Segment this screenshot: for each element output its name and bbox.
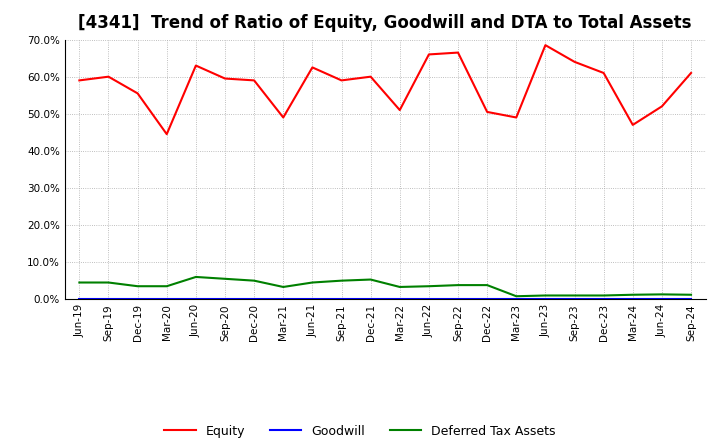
Equity (629, 122, 637, 128)
Goodwill (657, 297, 666, 302)
Equity (220, 76, 229, 81)
Deferred Tax Assets (425, 284, 433, 289)
Deferred Tax Assets (163, 284, 171, 289)
Deferred Tax Assets (279, 284, 287, 290)
Equity (599, 70, 608, 76)
Goodwill (308, 297, 317, 302)
Goodwill (425, 297, 433, 302)
Goodwill (192, 297, 200, 302)
Equity (104, 74, 113, 79)
Goodwill (250, 297, 258, 302)
Equity (512, 115, 521, 120)
Goodwill (483, 297, 492, 302)
Equity (337, 78, 346, 83)
Equity (541, 43, 550, 48)
Deferred Tax Assets (192, 274, 200, 279)
Goodwill (599, 297, 608, 302)
Equity (395, 107, 404, 113)
Goodwill (687, 297, 696, 302)
Line: Deferred Tax Assets: Deferred Tax Assets (79, 277, 691, 296)
Deferred Tax Assets (250, 278, 258, 283)
Goodwill (220, 297, 229, 302)
Goodwill (512, 297, 521, 302)
Deferred Tax Assets (483, 282, 492, 288)
Deferred Tax Assets (541, 293, 550, 298)
Goodwill (279, 297, 287, 302)
Goodwill (541, 297, 550, 302)
Goodwill (570, 297, 579, 302)
Equity (192, 63, 200, 68)
Title: [4341]  Trend of Ratio of Equity, Goodwill and DTA to Total Assets: [4341] Trend of Ratio of Equity, Goodwil… (78, 15, 692, 33)
Deferred Tax Assets (629, 292, 637, 297)
Deferred Tax Assets (599, 293, 608, 298)
Legend: Equity, Goodwill, Deferred Tax Assets: Equity, Goodwill, Deferred Tax Assets (159, 420, 561, 440)
Deferred Tax Assets (454, 282, 462, 288)
Goodwill (629, 297, 637, 302)
Goodwill (104, 297, 113, 302)
Equity (366, 74, 375, 79)
Goodwill (366, 297, 375, 302)
Deferred Tax Assets (104, 280, 113, 285)
Equity (570, 59, 579, 65)
Deferred Tax Assets (337, 278, 346, 283)
Goodwill (133, 297, 142, 302)
Equity (687, 70, 696, 76)
Goodwill (454, 297, 462, 302)
Deferred Tax Assets (133, 284, 142, 289)
Equity (308, 65, 317, 70)
Equity (250, 78, 258, 83)
Deferred Tax Assets (687, 292, 696, 297)
Deferred Tax Assets (220, 276, 229, 282)
Equity (75, 78, 84, 83)
Equity (163, 132, 171, 137)
Deferred Tax Assets (395, 284, 404, 290)
Deferred Tax Assets (512, 293, 521, 299)
Equity (483, 109, 492, 114)
Deferred Tax Assets (366, 277, 375, 282)
Goodwill (163, 297, 171, 302)
Goodwill (75, 297, 84, 302)
Deferred Tax Assets (308, 280, 317, 285)
Deferred Tax Assets (657, 292, 666, 297)
Goodwill (395, 297, 404, 302)
Equity (279, 115, 287, 120)
Equity (133, 91, 142, 96)
Goodwill (337, 297, 346, 302)
Equity (657, 104, 666, 109)
Deferred Tax Assets (75, 280, 84, 285)
Line: Equity: Equity (79, 45, 691, 134)
Deferred Tax Assets (570, 293, 579, 298)
Equity (454, 50, 462, 55)
Equity (425, 52, 433, 57)
